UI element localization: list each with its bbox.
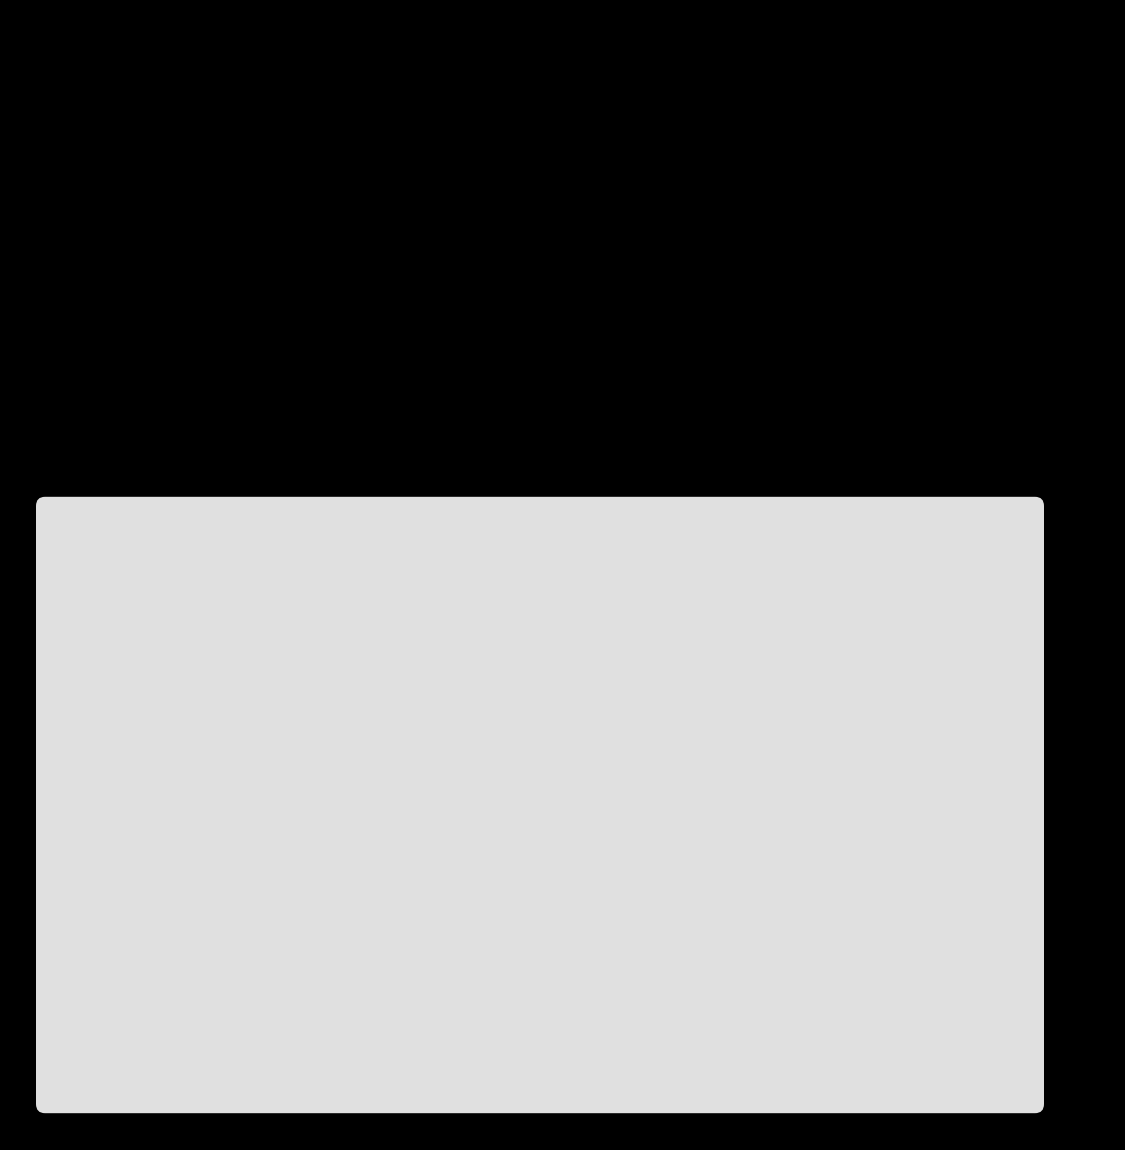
Text: +20.0: +20.0	[802, 631, 848, 647]
Text: 500.0 Ω: 500.0 Ω	[971, 676, 1030, 692]
Text: 15.0 +: 15.0 +	[596, 631, 648, 647]
Text: closing the switch S will the potential across each capacitor: closing the switch S will the potential …	[141, 638, 700, 658]
Text: S: S	[839, 537, 848, 552]
Text: μF: μF	[810, 693, 828, 710]
Text: time?: time?	[141, 765, 194, 784]
Text: 3.: 3.	[79, 575, 105, 599]
Text: 30.0 Ω: 30.0 Ω	[723, 860, 773, 875]
Text: be reduced to 10V and b) what will be the current at that: be reduced to 10V and b) what will be th…	[141, 702, 678, 721]
Text: μF: μF	[613, 693, 631, 710]
Text: Both capacitors are intially charged to 45V. How long after: Both capacitors are intially charged to …	[163, 575, 711, 595]
